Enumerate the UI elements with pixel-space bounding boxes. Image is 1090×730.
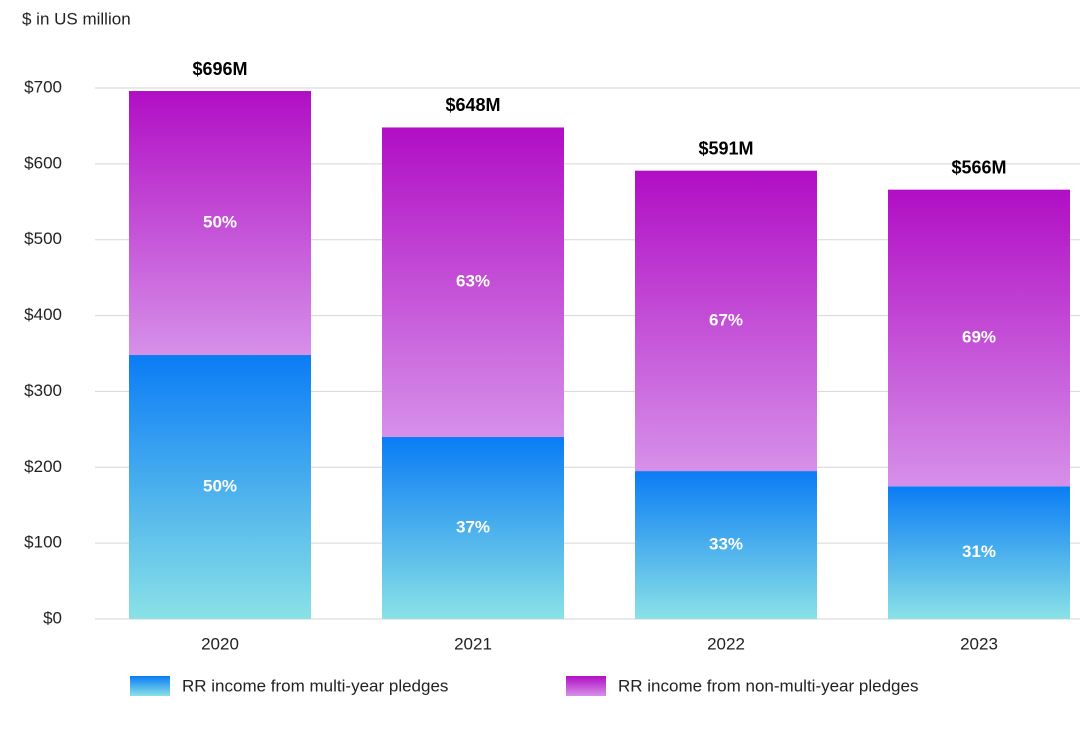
x-tick-label: 2023 bbox=[960, 634, 998, 653]
y-tick-label: $400 bbox=[24, 305, 62, 324]
y-tick-label: $100 bbox=[24, 533, 62, 552]
bar-segment bbox=[888, 486, 1070, 619]
segment-label: 50% bbox=[203, 213, 237, 232]
total-label: $696M bbox=[192, 59, 247, 79]
y-tick-label: $600 bbox=[24, 153, 62, 172]
bar-segment bbox=[635, 170, 817, 472]
legend-swatch bbox=[130, 676, 170, 696]
y-tick-label: $300 bbox=[24, 381, 62, 400]
chart-subtitle: $ in US million bbox=[22, 9, 131, 28]
total-label: $566M bbox=[951, 157, 1006, 177]
bar-segment bbox=[382, 127, 564, 437]
legend-swatch bbox=[566, 676, 606, 696]
bar-segment bbox=[888, 189, 1070, 487]
bar-segment bbox=[635, 471, 817, 619]
x-tick-label: 2021 bbox=[454, 634, 492, 653]
legend-label: RR income from multi-year pledges bbox=[182, 676, 448, 695]
bar-segment bbox=[129, 91, 311, 356]
segment-label: 33% bbox=[709, 535, 743, 554]
legend-label: RR income from non-multi-year pledges bbox=[618, 676, 918, 695]
segment-label: 67% bbox=[709, 310, 743, 329]
y-tick-label: $500 bbox=[24, 229, 62, 248]
segment-label: 69% bbox=[962, 327, 996, 346]
y-tick-label: $700 bbox=[24, 77, 62, 96]
y-tick-label: $0 bbox=[43, 608, 62, 627]
segment-label: 31% bbox=[962, 542, 996, 561]
x-tick-label: 2020 bbox=[201, 634, 239, 653]
y-tick-label: $200 bbox=[24, 457, 62, 476]
total-label: $591M bbox=[698, 138, 753, 158]
bar-segment bbox=[382, 436, 564, 619]
x-tick-label: 2022 bbox=[707, 634, 745, 653]
total-label: $648M bbox=[445, 95, 500, 115]
bar-segment bbox=[129, 355, 311, 619]
segment-label: 63% bbox=[456, 272, 490, 291]
segment-label: 37% bbox=[456, 517, 490, 536]
segment-label: 50% bbox=[203, 476, 237, 495]
